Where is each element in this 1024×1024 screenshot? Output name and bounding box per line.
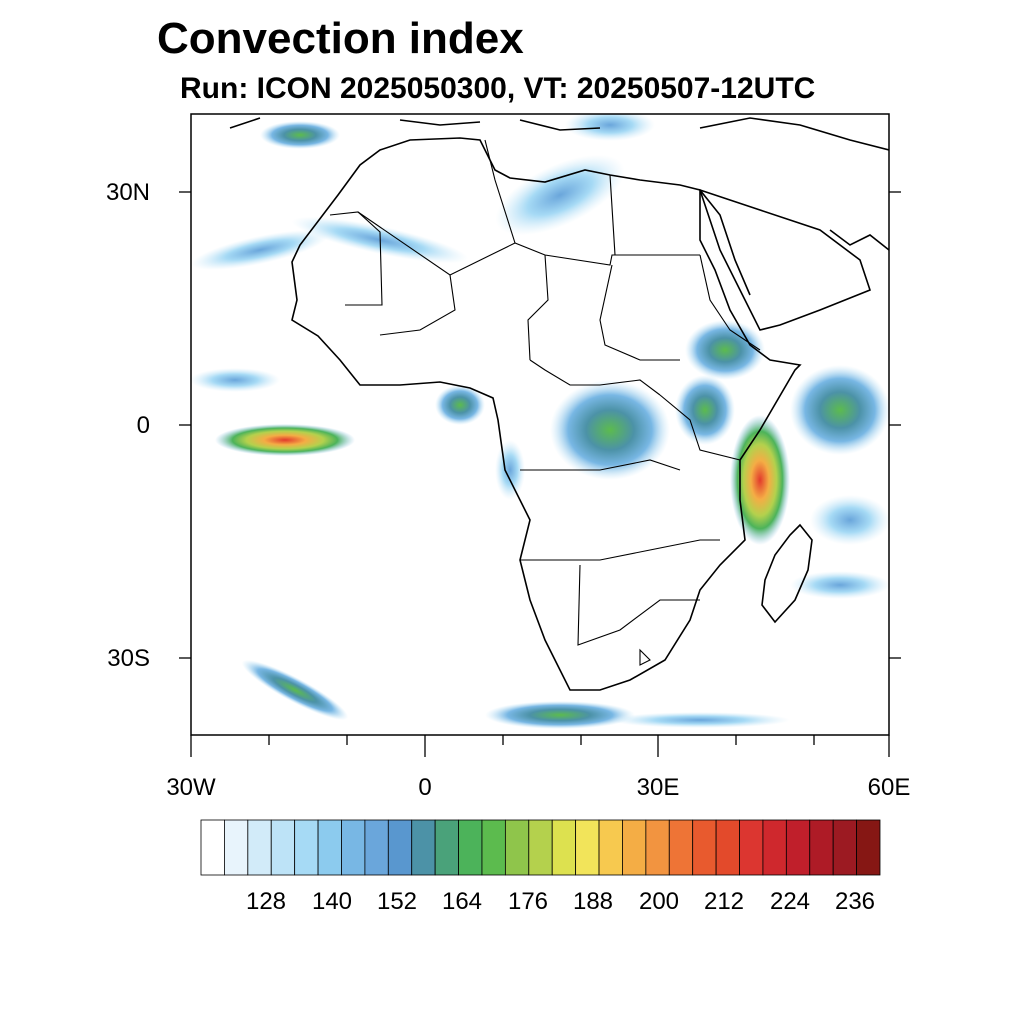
convection-cell xyxy=(215,424,355,456)
colorbar-label: 164 xyxy=(441,888,483,915)
colorbar-box xyxy=(481,819,506,876)
chart-subtitle: Run: ICON 2025050300, VT: 20250507-12UTC xyxy=(180,72,816,105)
border xyxy=(329,211,383,306)
convection-cell xyxy=(790,571,889,599)
convection-cell xyxy=(675,375,735,445)
colorbar-label: 212 xyxy=(703,888,745,915)
border xyxy=(520,539,720,561)
lat-label-0: 0 xyxy=(136,412,150,439)
map-area xyxy=(191,114,889,735)
convection-cell xyxy=(565,114,655,141)
border xyxy=(577,564,700,646)
colorbar-box xyxy=(247,819,272,876)
colorbar-box xyxy=(856,819,881,876)
colorbar-label: 152 xyxy=(376,888,418,915)
colorbar xyxy=(200,819,881,876)
colorbar-box xyxy=(411,819,436,876)
colorbar-label: 176 xyxy=(507,888,549,915)
border xyxy=(639,648,651,666)
convection-cell xyxy=(810,495,889,545)
coastlines xyxy=(229,117,889,691)
colorbar-label: 140 xyxy=(311,888,353,915)
colorbar-box xyxy=(458,819,483,876)
africa-coastline xyxy=(291,137,802,691)
colorbar-label: 128 xyxy=(245,888,287,915)
colorbar-box xyxy=(645,819,670,876)
colorbar-box xyxy=(762,819,787,876)
convection-cell xyxy=(241,659,349,721)
border xyxy=(379,274,456,336)
lon-label-30w: 30W xyxy=(166,774,216,801)
border xyxy=(699,254,761,351)
colorbar-box xyxy=(528,819,553,876)
arabian-peninsula xyxy=(698,188,871,331)
colorbar-label: 188 xyxy=(572,888,614,915)
country-borders xyxy=(329,139,761,666)
colorbar-label: 224 xyxy=(769,888,811,915)
colorbar-box xyxy=(785,819,811,876)
convection-cell xyxy=(730,415,790,545)
sinai-red-sea xyxy=(699,189,751,296)
colorbar-box xyxy=(551,819,577,876)
convection-cell xyxy=(790,365,889,455)
border xyxy=(609,174,616,256)
colorbar-box xyxy=(692,819,717,876)
chart-title: Convection index xyxy=(157,14,524,63)
lon-label-0: 0 xyxy=(418,774,432,801)
colorbar-box xyxy=(575,819,600,876)
colorbar-box xyxy=(809,819,834,876)
colorbar-box xyxy=(739,819,764,876)
convection-cell xyxy=(191,230,329,270)
lat-label-30s: 30S xyxy=(107,645,150,672)
colorbar-box xyxy=(715,819,740,876)
convection-cell xyxy=(685,320,765,380)
colorbar-box xyxy=(317,819,342,876)
border xyxy=(529,359,661,396)
colorbar-box xyxy=(224,819,249,876)
colorbar-box xyxy=(364,819,389,876)
colorbar-box xyxy=(668,819,694,876)
axis-ticks xyxy=(179,191,901,757)
convection-cell xyxy=(435,385,485,425)
colorbar-box xyxy=(387,819,413,876)
colorbar-label: 200 xyxy=(638,888,680,915)
colorbar-box xyxy=(294,819,319,876)
convection-cell xyxy=(260,121,340,149)
convection-cell xyxy=(495,154,625,236)
europe-coast xyxy=(229,117,889,151)
border xyxy=(599,264,680,361)
lon-label-30e: 30E xyxy=(636,774,680,801)
colorbar-box xyxy=(622,819,647,876)
colorbar-box xyxy=(598,819,623,876)
border xyxy=(659,394,741,461)
colorbar-box xyxy=(504,819,530,876)
border xyxy=(484,139,516,244)
convection-cell xyxy=(191,368,280,392)
convection-cell xyxy=(610,712,790,728)
madagascar xyxy=(761,523,813,624)
colorbar-box xyxy=(341,819,366,876)
convection-cell xyxy=(550,380,670,480)
persian-gulf xyxy=(829,229,889,251)
convection-cell xyxy=(485,701,635,729)
lat-label-30n: 30N xyxy=(105,179,150,206)
colorbar-box xyxy=(832,819,857,876)
border xyxy=(527,254,549,361)
colorbar-label: 236 xyxy=(834,888,876,915)
border xyxy=(520,459,681,471)
lon-label-60e: 60E xyxy=(867,774,911,801)
colorbar-box xyxy=(200,819,225,876)
colorbar-box xyxy=(434,819,459,876)
colorbar-box xyxy=(270,819,296,876)
